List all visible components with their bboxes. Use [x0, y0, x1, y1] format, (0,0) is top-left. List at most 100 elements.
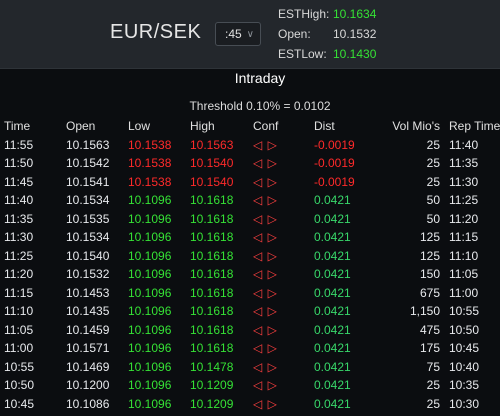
currency-pair-title: EUR/SEK — [110, 21, 202, 43]
cell-rep-time: 10:30 — [449, 396, 480, 411]
cell-dist: 0.0421 — [314, 322, 351, 337]
table-row[interactable]: 11:40 10.1534 10.1096 10.1618 ◁ ▷ 0.0421 50 11:… — [0, 191, 500, 210]
cell-high: 10.1540 — [190, 174, 234, 189]
cell-vol: 25 — [426, 156, 440, 170]
cell-time: 11:35 — [4, 211, 34, 226]
interval-select[interactable]: :45 ∨ — [215, 22, 261, 46]
cell-high: 10.1563 — [190, 137, 234, 152]
cell-time: 11:25 — [4, 248, 34, 263]
cell-conf-arrows-icon: ◁ ▷ — [253, 174, 278, 189]
cell-vol: 125 — [419, 230, 440, 244]
cell-conf-arrows-icon: ◁ ▷ — [253, 378, 278, 392]
table-row[interactable]: 11:20 10.1532 10.1096 10.1618 ◁ ▷ 0.0421 150 11… — [0, 265, 500, 284]
cell-high: 10.1209 — [190, 378, 234, 392]
cell-rep-time: 10:50 — [449, 322, 480, 337]
cell-low: 10.1538 — [128, 137, 172, 152]
est-low-value: 10.1430 — [333, 47, 377, 61]
est-high-row: ESTHigh: 10.1634 — [278, 7, 376, 21]
cell-low: 10.1096 — [128, 193, 172, 207]
cell-time: 11:00 — [4, 341, 34, 355]
cell-vol: 475 — [419, 322, 440, 337]
cell-dist: 0.0421 — [314, 285, 351, 300]
cell-conf-arrows-icon: ◁ ▷ — [253, 322, 278, 337]
cell-low: 10.1538 — [128, 174, 172, 189]
table-row[interactable]: 11:45 10.1541 10.1538 10.1540 ◁ ▷ -0.0019 25 11… — [0, 173, 500, 192]
open-row: Open: 10.1532 — [278, 27, 376, 41]
cell-low: 10.1096 — [128, 211, 172, 226]
table-row[interactable]: 10:45 10.1086 10.1096 10.1209 ◁ ▷ 0.0421 25 10:… — [0, 395, 500, 414]
open-label: Open: — [278, 27, 311, 41]
cell-rep-time: 10:55 — [449, 304, 480, 318]
cell-rep-time: 11:35 — [449, 156, 479, 170]
cell-low: 10.1096 — [128, 359, 172, 374]
cell-low: 10.1096 — [128, 378, 172, 392]
cell-conf-arrows-icon: ◁ ▷ — [253, 137, 278, 152]
table-row[interactable]: 11:35 10.1535 10.1096 10.1618 ◁ ▷ 0.0421 50 11:… — [0, 210, 500, 229]
col-header-time[interactable]: Time — [4, 119, 31, 133]
col-header-dist[interactable]: Dist — [314, 119, 335, 133]
cell-conf-arrows-icon: ◁ ▷ — [253, 396, 278, 411]
cell-low: 10.1096 — [128, 267, 172, 281]
table-row[interactable]: 11:00 10.1571 10.1096 10.1618 ◁ ▷ 0.0421 175 10… — [0, 339, 500, 358]
cell-low: 10.1096 — [128, 230, 172, 244]
cell-vol: 1,150 — [409, 304, 440, 318]
cell-high: 10.1618 — [190, 230, 234, 244]
table-row[interactable]: 11:10 10.1435 10.1096 10.1618 ◁ ▷ 0.0421 1,150… — [0, 302, 500, 321]
cell-conf-arrows-icon: ◁ ▷ — [253, 267, 278, 281]
cell-time: 11:30 — [4, 230, 34, 244]
cell-time: 10:45 — [4, 396, 35, 411]
cell-time: 11:50 — [4, 156, 34, 170]
cell-high: 10.1618 — [190, 267, 234, 281]
col-header-low[interactable]: Low — [128, 119, 151, 133]
cell-dist: 0.0421 — [314, 211, 351, 226]
cell-rep-time: 11:40 — [449, 137, 479, 152]
cell-time: 11:45 — [4, 174, 34, 189]
cell-vol: 25 — [426, 137, 440, 152]
cell-dist: 0.0421 — [314, 230, 351, 244]
col-header-conf[interactable]: Conf — [253, 119, 279, 133]
cell-vol: 175 — [419, 341, 440, 355]
table-row[interactable]: 11:05 10.1459 10.1096 10.1618 ◁ ▷ 0.0421 475 10… — [0, 321, 500, 340]
cell-conf-arrows-icon: ◁ ▷ — [253, 193, 278, 207]
cell-dist: 0.0421 — [314, 341, 351, 355]
cell-time: 10:50 — [4, 378, 35, 392]
cell-time: 11:10 — [4, 304, 34, 318]
cell-low: 10.1096 — [128, 396, 172, 411]
col-header-high[interactable]: High — [190, 119, 215, 133]
cell-open: 10.1534 — [66, 230, 110, 244]
col-header-open[interactable]: Open — [66, 119, 96, 133]
cell-dist: 0.0421 — [314, 267, 351, 281]
table-row[interactable]: 11:30 10.1534 10.1096 10.1618 ◁ ▷ 0.0421 125 11… — [0, 228, 500, 247]
cell-low: 10.1538 — [128, 156, 172, 170]
cell-conf-arrows-icon: ◁ ▷ — [253, 341, 278, 355]
cell-vol: 25 — [426, 174, 440, 189]
cell-conf-arrows-icon: ◁ ▷ — [253, 156, 278, 170]
cell-open: 10.1453 — [66, 285, 110, 300]
cell-low: 10.1096 — [128, 304, 172, 318]
table-row[interactable]: 10:55 10.1469 10.1096 10.1478 ◁ ▷ 0.0421 75 10:… — [0, 358, 500, 377]
cell-low: 10.1096 — [128, 285, 172, 300]
cell-rep-time: 10:45 — [449, 341, 480, 355]
table-row[interactable]: 11:25 10.1540 10.1096 10.1618 ◁ ▷ 0.0421 125 11… — [0, 247, 500, 266]
cell-rep-time: 11:10 — [449, 248, 479, 263]
cell-time: 11:05 — [4, 322, 34, 337]
col-header-rep-time[interactable]: Rep Time — [449, 119, 500, 133]
est-high-label: ESTHigh: — [278, 7, 330, 21]
table-row[interactable]: 11:55 10.1563 10.1538 10.1563 ◁ ▷ -0.0019 25 11… — [0, 136, 500, 155]
table-row[interactable]: 11:50 10.1542 10.1538 10.1540 ◁ ▷ -0.0019 25 11… — [0, 154, 500, 173]
chevron-down-icon: ∨ — [246, 28, 254, 40]
table-row[interactable]: 10:50 10.1200 10.1096 10.1209 ◁ ▷ 0.0421 25 10:… — [0, 376, 500, 395]
cell-dist: 0.0421 — [314, 248, 351, 263]
est-low-row: ESTLow: 10.1430 — [278, 47, 376, 61]
cell-dist: -0.0019 — [314, 156, 355, 170]
table-row[interactable]: 11:15 10.1453 10.1096 10.1618 ◁ ▷ 0.0421 675 11… — [0, 284, 500, 303]
cell-low: 10.1096 — [128, 341, 172, 355]
cell-time: 11:15 — [4, 285, 34, 300]
cell-open: 10.1200 — [66, 378, 110, 392]
cell-rep-time: 11:25 — [449, 193, 479, 207]
cell-high: 10.1478 — [190, 359, 234, 374]
cell-vol: 150 — [419, 267, 440, 281]
col-header-vol[interactable]: Vol Mio's — [392, 119, 440, 133]
cell-rep-time: 10:40 — [449, 359, 480, 374]
cell-vol: 25 — [426, 378, 440, 392]
